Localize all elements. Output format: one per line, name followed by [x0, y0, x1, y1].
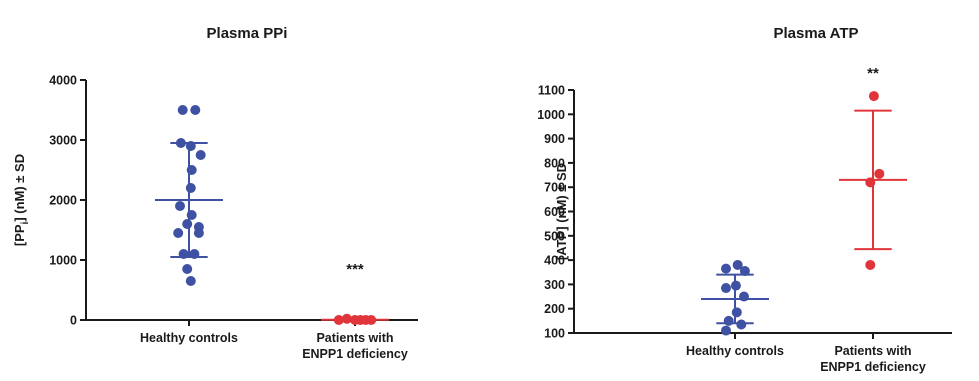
data-point: [721, 283, 731, 294]
data-point: [186, 165, 197, 175]
data-point: [185, 141, 196, 151]
data-point: [868, 91, 879, 102]
data-point: [190, 105, 201, 115]
significance-marker: ***: [346, 261, 364, 278]
data-point: [736, 319, 747, 330]
y-tick-label: 700: [544, 181, 565, 195]
data-point: [182, 219, 193, 229]
y-tick-label: 300: [544, 278, 565, 292]
data-point: [175, 201, 185, 211]
data-point: [739, 266, 750, 277]
y-tick-label: 4000: [49, 74, 77, 88]
y-tick-label: 600: [544, 205, 565, 219]
data-point: [865, 259, 876, 270]
y-tick-label: 2000: [49, 194, 77, 208]
y-tick-label: 900: [544, 132, 565, 146]
data-point: [333, 315, 344, 325]
data-point: [195, 150, 206, 160]
atp-chart: Plasma ATP [ATP] (nM) ± SD 100 200 300 400 500…: [537, 25, 952, 374]
data-point: [739, 291, 749, 302]
data-point: [175, 138, 186, 148]
y-tick-label: 3000: [49, 134, 77, 148]
y-axis-label-part: [PP: [12, 224, 27, 246]
y-axis-label: [ATP] (nM) ± SD: [554, 163, 569, 260]
y-tick-label: 1000: [537, 108, 565, 122]
y-tick-label: 200: [544, 302, 565, 316]
data-point: [732, 259, 743, 270]
y-tick-label: 400: [544, 254, 565, 268]
x-category-label: Patients with: [834, 344, 911, 358]
y-axis-label: [PPi] (nM) ± SD: [12, 154, 31, 246]
y-axis-label-part: ] (nM) ± SD: [12, 154, 27, 222]
data-point: [186, 210, 197, 220]
data-point: [721, 263, 731, 274]
chart-title: Plasma ATP: [773, 25, 858, 42]
data-point: [730, 280, 741, 291]
data-point: [189, 249, 200, 259]
x-category-label: Patients with: [316, 331, 393, 345]
chart-title: Plasma PPi: [207, 25, 288, 42]
y-tick-label: 100: [544, 327, 565, 341]
data-point: [723, 315, 734, 326]
ppi-chart: Plasma PPi [PPi] (nM) ± SD 0 1000 2000 3000 40…: [12, 25, 418, 361]
y-axis-label-subscript: i: [20, 221, 31, 224]
data-point: [193, 228, 204, 238]
x-category-label: Healthy controls: [686, 344, 784, 358]
y-tick-label: 800: [544, 156, 565, 170]
data-point: [177, 105, 188, 115]
data-point: [721, 325, 731, 336]
data-point: [185, 276, 196, 286]
significance-marker: **: [867, 65, 879, 82]
data-point: [185, 183, 196, 193]
x-category-label: ENPP1 deficiency: [820, 360, 926, 374]
x-category-label: ENPP1 deficiency: [302, 347, 408, 361]
data-point: [182, 264, 193, 274]
x-category-label: Healthy controls: [140, 331, 238, 345]
data-point: [865, 177, 876, 188]
y-tick-label: 0: [70, 314, 77, 328]
y-tick-label: 1000: [49, 254, 77, 268]
data-point: [178, 249, 189, 259]
y-tick-label: 1100: [538, 84, 565, 98]
data-point: [366, 315, 377, 325]
data-point: [731, 307, 742, 318]
data-point: [173, 228, 184, 238]
data-point: [874, 168, 885, 179]
data-point: [341, 313, 352, 324]
y-tick-label: 500: [544, 229, 565, 243]
